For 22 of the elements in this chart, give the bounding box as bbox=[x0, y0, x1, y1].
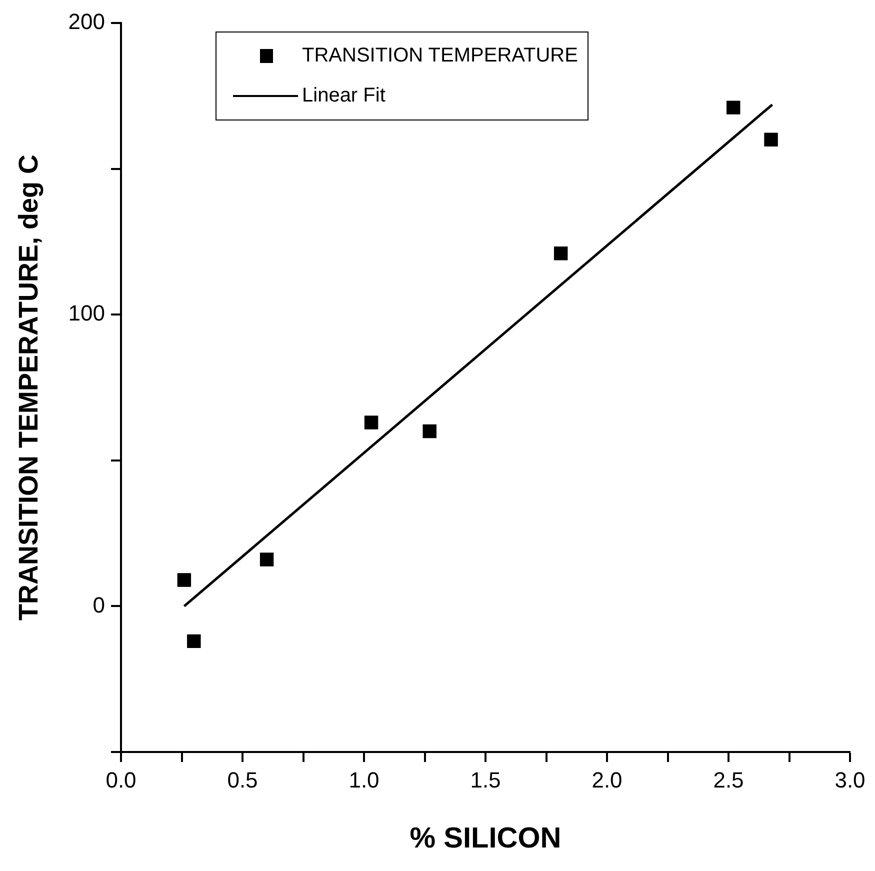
x-tick-label: 1.0 bbox=[348, 767, 380, 792]
point bbox=[260, 552, 274, 566]
point bbox=[554, 246, 568, 260]
x-tick-label: 2.5 bbox=[713, 767, 744, 792]
legend-label: TRANSITION TEMPERATURE bbox=[302, 44, 578, 67]
point bbox=[187, 634, 201, 648]
legend-label: Linear Fit bbox=[302, 84, 386, 107]
point bbox=[726, 100, 740, 114]
y-axis-title: TRANSITION TEMPERATURE, deg C bbox=[14, 154, 44, 621]
y-tick-label: 0 bbox=[92, 592, 105, 618]
y-tick-label: 200 bbox=[68, 9, 105, 34]
x-tick-label: 3.0 bbox=[834, 767, 866, 792]
x-tick-label: 0.0 bbox=[106, 767, 136, 792]
point bbox=[177, 573, 192, 587]
point bbox=[364, 416, 378, 430]
x-tick-label: 2.0 bbox=[592, 767, 622, 792]
point bbox=[422, 424, 436, 438]
point bbox=[764, 132, 778, 147]
x-axis-title: % SILICON bbox=[410, 822, 562, 855]
x-tick-label: 1.5 bbox=[470, 767, 501, 792]
y-tick-label: 100 bbox=[68, 300, 105, 326]
x-tick-label: 0.5 bbox=[227, 767, 258, 792]
